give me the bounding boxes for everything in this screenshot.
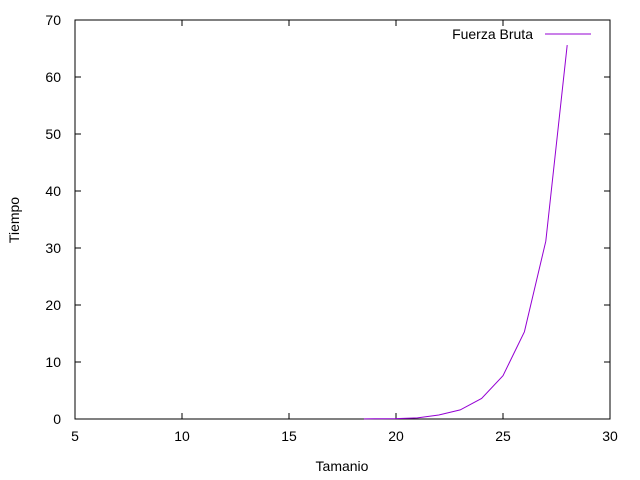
x-axis-ticks: 5 10 15 20 25 30 <box>71 20 618 444</box>
y-tick-label: 60 <box>45 69 61 85</box>
y-tick-label: 0 <box>53 411 61 427</box>
y-tick-label: 20 <box>45 297 61 313</box>
y-axis-ticks: 0 10 20 30 40 50 60 70 <box>45 12 610 427</box>
x-tick-label: 15 <box>281 428 297 444</box>
y-axis-label: Tiempo <box>6 197 22 243</box>
legend: Fuerza Bruta <box>452 26 591 42</box>
x-tick-label: 30 <box>602 428 618 444</box>
series-line-fuerza-bruta <box>363 45 568 420</box>
y-tick-label: 50 <box>45 126 61 142</box>
x-tick-label: 20 <box>388 428 404 444</box>
x-tick-label: 10 <box>174 428 190 444</box>
x-tick-label: 5 <box>71 428 79 444</box>
plot-frame <box>74 19 611 420</box>
x-axis-label: Tamanio <box>316 458 369 474</box>
y-tick-label: 10 <box>45 354 61 370</box>
x-tick-label: 25 <box>495 428 511 444</box>
series-group <box>363 45 568 420</box>
legend-label: Fuerza Bruta <box>452 26 533 42</box>
y-tick-label: 40 <box>45 183 61 199</box>
y-tick-label: 30 <box>45 240 61 256</box>
y-tick-label: 70 <box>45 12 61 28</box>
